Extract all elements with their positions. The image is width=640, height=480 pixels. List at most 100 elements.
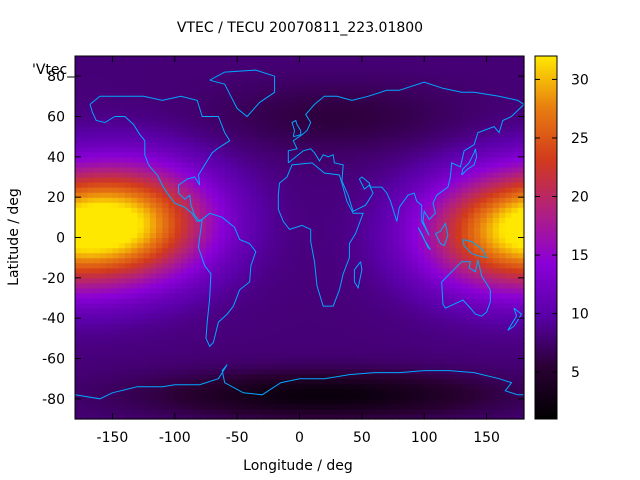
heatmap-cell — [168, 202, 176, 208]
heatmap-cell — [486, 111, 494, 118]
heatmap-cell — [505, 101, 513, 108]
heatmap-cell — [424, 358, 432, 365]
heatmap-cell — [224, 131, 232, 138]
heatmap-cell — [143, 358, 151, 365]
heatmap-cell — [143, 227, 151, 234]
heatmap-cell — [99, 343, 107, 350]
heatmap-cell — [75, 202, 82, 208]
heatmap-cell — [486, 323, 494, 329]
heatmap-cell — [455, 343, 463, 350]
heatmap-cell — [156, 257, 163, 264]
heatmap-cell — [299, 252, 307, 259]
heatmap-cell — [486, 192, 494, 198]
heatmap-cell — [311, 292, 319, 299]
heatmap-cell — [455, 86, 463, 92]
heatmap-cell — [361, 116, 369, 123]
heatmap-cell — [280, 182, 288, 188]
heatmap-cell — [305, 207, 313, 213]
heatmap-cell — [486, 393, 494, 400]
heatmap-cell — [174, 292, 182, 299]
heatmap-cell — [99, 86, 107, 92]
heatmap-cell — [336, 121, 344, 128]
heatmap-cell — [205, 393, 213, 400]
heatmap-cell — [137, 393, 145, 400]
heatmap-cell — [174, 262, 182, 269]
heatmap-cell — [386, 308, 394, 314]
heatmap-cell — [280, 227, 288, 234]
heatmap-cell — [162, 408, 170, 415]
heatmap-cell — [393, 166, 400, 173]
heatmap-cell — [124, 413, 132, 420]
heatmap-cell — [199, 298, 207, 304]
heatmap-cell — [405, 383, 413, 390]
heatmap-cell — [168, 353, 176, 360]
heatmap-cell — [99, 166, 107, 173]
heatmap-cell — [268, 71, 276, 77]
heatmap-cell — [249, 136, 257, 143]
heatmap-cell — [467, 96, 475, 102]
heatmap-cell — [168, 207, 176, 213]
heatmap-cell — [131, 333, 138, 339]
heatmap-cell — [249, 303, 257, 309]
heatmap-cell — [517, 222, 525, 229]
heatmap-cell — [442, 378, 450, 385]
heatmap-cell — [274, 378, 282, 385]
heatmap-cell — [174, 323, 182, 329]
heatmap-cell — [517, 292, 525, 299]
heatmap-cell — [205, 136, 213, 143]
heatmap-cell — [243, 116, 251, 123]
heatmap-cell — [361, 227, 369, 234]
heatmap-cell — [99, 353, 107, 360]
heatmap-cell — [156, 277, 163, 284]
heatmap-cell — [118, 328, 126, 334]
heatmap-cell — [368, 111, 375, 118]
heatmap-cell — [393, 86, 400, 92]
heatmap-cell — [287, 207, 294, 213]
heatmap-cell — [162, 338, 170, 344]
heatmap-cell — [442, 202, 450, 208]
heatmap-cell — [162, 247, 170, 254]
heatmap-cell — [405, 141, 413, 148]
heatmap-cell — [218, 323, 226, 329]
heatmap-cell — [230, 197, 238, 203]
heatmap-cell — [461, 101, 469, 108]
heatmap-cell — [93, 237, 101, 244]
heatmap-cell — [287, 403, 294, 410]
heatmap-cell — [349, 313, 357, 319]
heatmap-cell — [511, 318, 519, 324]
heatmap-cell — [131, 131, 138, 138]
heatmap-cell — [492, 408, 500, 415]
heatmap-cell — [386, 343, 394, 350]
heatmap-cell — [474, 101, 481, 108]
heatmap-cell — [417, 358, 425, 365]
heatmap-cell — [143, 393, 151, 400]
heatmap-cell — [318, 136, 326, 143]
heatmap-cell — [318, 333, 326, 339]
heatmap-cell — [75, 91, 82, 97]
heatmap-cell — [405, 166, 413, 173]
heatmap-cell — [449, 353, 457, 360]
heatmap-cell — [212, 323, 220, 329]
heatmap-cell — [430, 287, 438, 294]
heatmap-cell — [293, 171, 301, 178]
heatmap-cell — [405, 116, 413, 123]
heatmap-cell — [274, 298, 282, 304]
heatmap-cell — [237, 126, 244, 133]
heatmap-cell — [181, 187, 188, 193]
heatmap-cell — [93, 242, 101, 249]
heatmap-cell — [467, 373, 475, 380]
heatmap-cell — [212, 333, 220, 339]
heatmap-cell — [355, 166, 363, 173]
heatmap-cell — [318, 131, 326, 138]
heatmap-cell — [486, 177, 494, 183]
heatmap-cell — [411, 136, 419, 143]
heatmap-cell — [480, 348, 488, 355]
heatmap-cell — [399, 116, 407, 123]
heatmap-cell — [517, 257, 525, 264]
heatmap-cell — [199, 393, 207, 400]
heatmap-cell — [380, 368, 388, 375]
heatmap-cell — [336, 222, 344, 229]
heatmap-cell — [336, 131, 344, 138]
heatmap-cell — [93, 207, 101, 213]
heatmap-cell — [374, 136, 382, 143]
